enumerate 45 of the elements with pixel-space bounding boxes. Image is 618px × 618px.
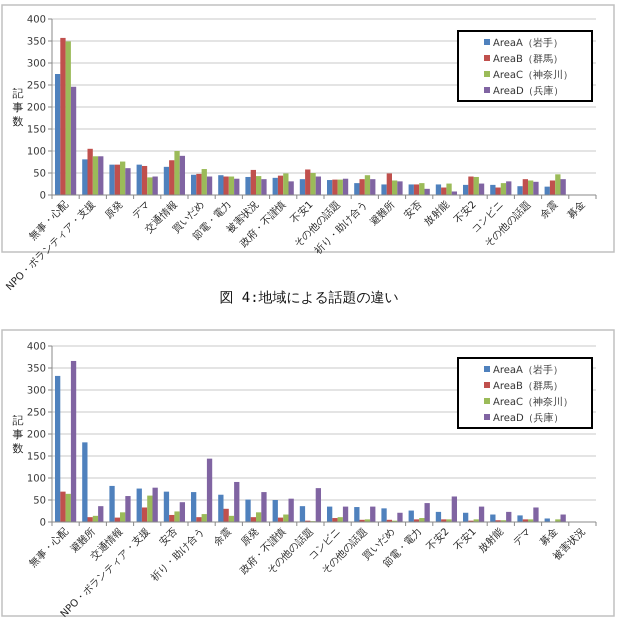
x-tick-label: デマ — [511, 526, 534, 548]
y-tick-label: 250 — [26, 80, 46, 92]
x-tick-label: 不安1 — [452, 526, 479, 553]
x-tick-label: 放射能 — [422, 198, 452, 228]
x-tick-label: 安否 — [156, 526, 180, 548]
y-tick-label: 150 — [26, 124, 46, 136]
y-tick-label: 0 — [40, 190, 46, 202]
y-tick-label: 100 — [26, 146, 46, 158]
legend-label: AreaC（神奈川） — [493, 69, 573, 81]
x-tick-label: 無事・心配 — [26, 526, 71, 570]
y-tick-label: 300 — [26, 58, 46, 70]
x-tick-label: 原発 — [103, 199, 126, 222]
legend-label: AreaA（岩手） — [493, 364, 563, 376]
x-tick-label: 放射能 — [476, 526, 506, 556]
x-tick-label: 避難所 — [367, 198, 398, 228]
y-tick-label: 50 — [33, 168, 46, 180]
y-tick-label: 50 — [33, 496, 46, 506]
y-tick-label: 100 — [26, 474, 46, 484]
x-tick-label: 不安2 — [424, 526, 452, 553]
legend-label: AreaB（群馬） — [493, 53, 563, 65]
x-tick-label: 募金 — [538, 526, 560, 548]
y-tick-label: 300 — [26, 386, 46, 396]
x-tick-label: 募金 — [564, 198, 588, 222]
y-tick-label: 0 — [40, 518, 46, 528]
y-tick-label: 400 — [26, 14, 46, 26]
x-tick-label: 余震 — [211, 526, 234, 548]
y-tick-label: 350 — [26, 364, 46, 374]
legend-label: AreaC（神奈川） — [493, 396, 573, 408]
y-axis-title: 記事数 — [12, 414, 24, 455]
x-tick-label: デマ — [130, 199, 152, 222]
x-tick-label: 原発 — [239, 526, 262, 548]
legend-label: AreaA（岩手） — [493, 37, 563, 49]
y-tick-label: 400 — [26, 342, 46, 352]
y-tick-label: 200 — [26, 102, 46, 114]
legend-label: AreaB（群馬） — [493, 380, 563, 392]
legend-label: AreaD（兵庫） — [493, 412, 564, 424]
y-tick-label: 250 — [26, 408, 46, 418]
caption: 図 4:地域による話題の違い — [219, 290, 399, 306]
y-tick-label: 350 — [26, 36, 46, 48]
y-axis-title: 記事数 — [12, 87, 24, 128]
x-tick-label: 安否 — [402, 198, 424, 222]
legend-label: AreaD（兵庫） — [493, 85, 564, 97]
y-tick-label: 200 — [26, 430, 46, 440]
y-tick-label: 150 — [26, 452, 46, 462]
x-tick-label: 余震 — [538, 198, 560, 222]
